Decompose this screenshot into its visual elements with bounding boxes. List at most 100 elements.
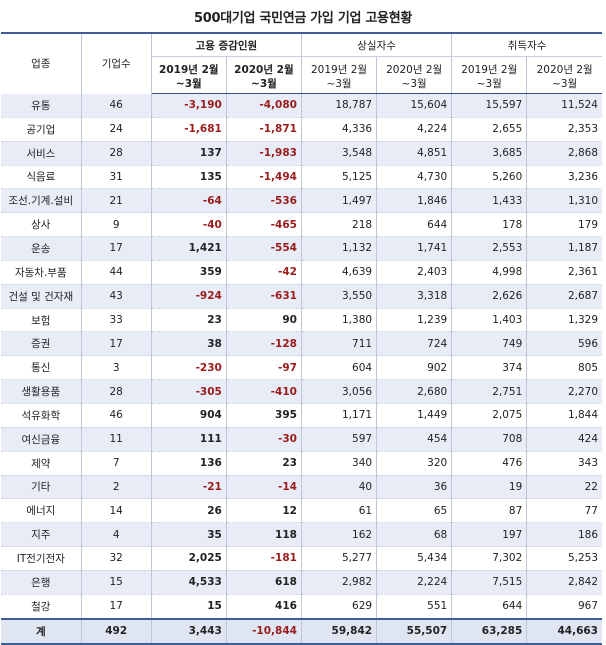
employment-change-cell: 904 — [151, 403, 227, 428]
acquisitions-cell: 644 — [451, 594, 528, 620]
losses-cell: 604 — [301, 355, 378, 381]
losses-cell: 4,851 — [376, 141, 453, 166]
losses-cell: 36 — [376, 475, 453, 500]
losses-cell: 2,982 — [301, 570, 378, 595]
employment-change-cell: 15 — [151, 594, 227, 620]
employment-change-cell: -305 — [151, 379, 227, 404]
employment-change-cell: 416 — [226, 594, 302, 620]
acquisitions-cell: 197 — [451, 522, 528, 548]
acquisitions-cell: 1,433 — [451, 188, 528, 214]
header-losses-period-2: 2020년 2월 ~3월 — [376, 56, 453, 94]
employment-change-cell: -410 — [226, 379, 302, 404]
table-row: 기타 2 -21 -14 40 36 19 22 — [1, 475, 602, 500]
employment-change-cell: 111 — [151, 427, 227, 452]
losses-cell: 724 — [376, 331, 453, 357]
header-change-period-1: 2019년 2월 ~3월 — [151, 56, 227, 94]
industry-cell: 여신금융 — [1, 427, 82, 452]
employment-change-cell: -21 — [151, 475, 227, 500]
employment-change-cell: 136 — [151, 451, 227, 476]
header-acquisitions-period-1: 2019년 2월 ~3월 — [451, 56, 528, 94]
table-row: 제약 7 136 23 340 320 476 343 — [1, 451, 602, 476]
losses-cell: 68 — [376, 522, 453, 548]
employment-change-cell: -128 — [226, 331, 302, 357]
employment-change-cell: 1,421 — [151, 236, 227, 261]
losses-cell: 218 — [301, 212, 378, 238]
losses-cell: 551 — [376, 594, 453, 620]
employment-change-cell: 23 — [226, 451, 302, 476]
company-count-cell: 17 — [81, 236, 152, 261]
table-row: 서비스 28 137 -1,983 3,548 4,851 3,685 2,868 — [1, 141, 602, 166]
industry-cell: 상사 — [1, 212, 82, 238]
losses-cell: 1,239 — [376, 308, 453, 333]
acquisitions-cell: 2,353 — [526, 117, 602, 142]
employment-change-cell: 137 — [151, 141, 227, 166]
acquisitions-cell: 186 — [526, 522, 602, 548]
acquisitions-cell: 2,626 — [451, 284, 528, 309]
table-row: 은행 15 4,533 618 2,982 2,224 7,515 2,842 — [1, 570, 602, 595]
period-line1: 2019년 2월 — [159, 64, 219, 76]
employment-change-cell: -465 — [226, 212, 302, 238]
losses-cell: 4,224 — [376, 117, 453, 142]
losses-cell: 454 — [376, 427, 453, 452]
losses-cell: 5,277 — [301, 546, 378, 571]
table-row: IT전기전자 32 2,025 -181 5,277 5,434 7,302 5,253 — [1, 546, 602, 571]
acquisitions-cell: 7,515 — [451, 570, 528, 595]
losses-cell: 1,449 — [376, 403, 453, 428]
company-count-cell: 44 — [81, 260, 152, 285]
table-row: 보험 33 23 90 1,380 1,239 1,403 1,329 — [1, 308, 602, 333]
total-value-cell: 59,842 — [301, 617, 378, 645]
losses-cell: 1,741 — [376, 236, 453, 261]
employment-change-cell: -64 — [151, 188, 227, 214]
losses-cell: 902 — [376, 355, 453, 381]
employment-change-cell: -1,681 — [151, 117, 227, 142]
industry-cell: 보험 — [1, 308, 82, 333]
industry-cell: 지주 — [1, 522, 82, 548]
acquisitions-cell: 19 — [451, 475, 528, 500]
acquisitions-cell: 374 — [451, 355, 528, 381]
employment-change-cell: -554 — [226, 236, 302, 261]
losses-cell: 5,434 — [376, 546, 453, 571]
table-row: 증권 17 38 -128 711 724 749 596 — [1, 331, 602, 357]
period-line1: 2020년 2월 — [536, 64, 593, 76]
period-line1: 2020년 2월 — [234, 64, 294, 76]
table-row: 생활용품 28 -305 -410 3,056 2,680 2,751 2,270 — [1, 379, 602, 404]
header-acquisitions: 취득자수 — [451, 32, 602, 57]
total-value-cell: -10,844 — [226, 617, 302, 645]
period-line2: ~3월 — [326, 78, 352, 90]
employment-change-cell: -30 — [226, 427, 302, 452]
losses-cell: 1,380 — [301, 308, 378, 333]
table-row: 지주 4 35 118 162 68 197 186 — [1, 522, 602, 548]
acquisitions-cell: 5,253 — [526, 546, 602, 571]
total-value-cell: 55,507 — [376, 617, 453, 645]
acquisitions-cell: 596 — [526, 331, 602, 357]
company-count-cell: 43 — [81, 284, 152, 309]
losses-cell: 320 — [376, 451, 453, 476]
employment-change-cell: -181 — [226, 546, 302, 571]
acquisitions-cell: 77 — [526, 498, 602, 524]
total-value-cell: 3,443 — [151, 617, 227, 645]
acquisitions-cell: 179 — [526, 212, 602, 238]
losses-cell: 61 — [301, 498, 378, 524]
losses-cell: 4,639 — [301, 260, 378, 285]
industry-cell: IT전기전자 — [1, 546, 82, 571]
losses-cell: 65 — [376, 498, 453, 524]
losses-cell: 4,730 — [376, 165, 453, 190]
employment-change-cell: -230 — [151, 355, 227, 381]
acquisitions-cell: 343 — [526, 451, 602, 476]
header-change-period-2: 2020년 2월 ~3월 — [226, 56, 302, 94]
total-company-count: 492 — [81, 617, 152, 645]
employment-change-cell: 118 — [226, 522, 302, 548]
acquisitions-cell: 87 — [451, 498, 528, 524]
losses-cell: 629 — [301, 594, 378, 620]
period-line1: 2019년 2월 — [310, 64, 368, 76]
company-count-cell: 14 — [81, 498, 152, 524]
total-value-cell: 63,285 — [451, 617, 528, 645]
losses-cell: 1,171 — [301, 403, 378, 428]
losses-cell: 2,680 — [376, 379, 453, 404]
company-count-cell: 31 — [81, 165, 152, 190]
employment-change-cell: -42 — [226, 260, 302, 285]
acquisitions-cell: 967 — [526, 594, 602, 620]
company-count-cell: 17 — [81, 331, 152, 357]
losses-cell: 4,336 — [301, 117, 378, 142]
employment-change-cell: -924 — [151, 284, 227, 309]
